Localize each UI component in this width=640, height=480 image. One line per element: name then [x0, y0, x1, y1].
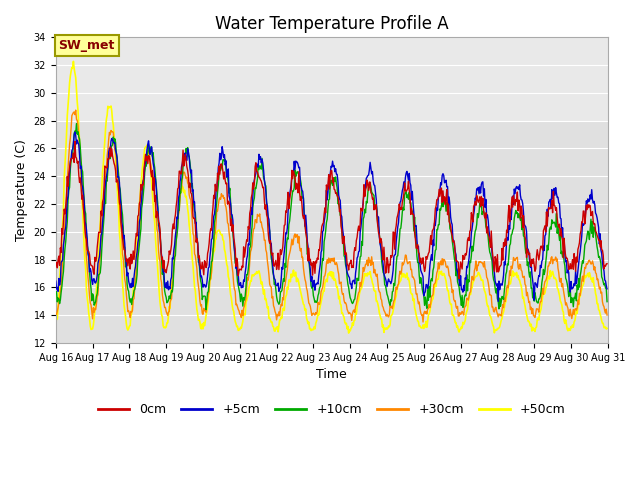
Legend: 0cm, +5cm, +10cm, +30cm, +50cm: 0cm, +5cm, +10cm, +30cm, +50cm: [93, 398, 571, 421]
X-axis label: Time: Time: [316, 368, 347, 381]
Bar: [56, 37, 608, 120]
Y-axis label: Temperature (C): Temperature (C): [15, 139, 28, 241]
Text: SW_met: SW_met: [58, 39, 115, 52]
Title: Water Temperature Profile A: Water Temperature Profile A: [215, 15, 449, 33]
